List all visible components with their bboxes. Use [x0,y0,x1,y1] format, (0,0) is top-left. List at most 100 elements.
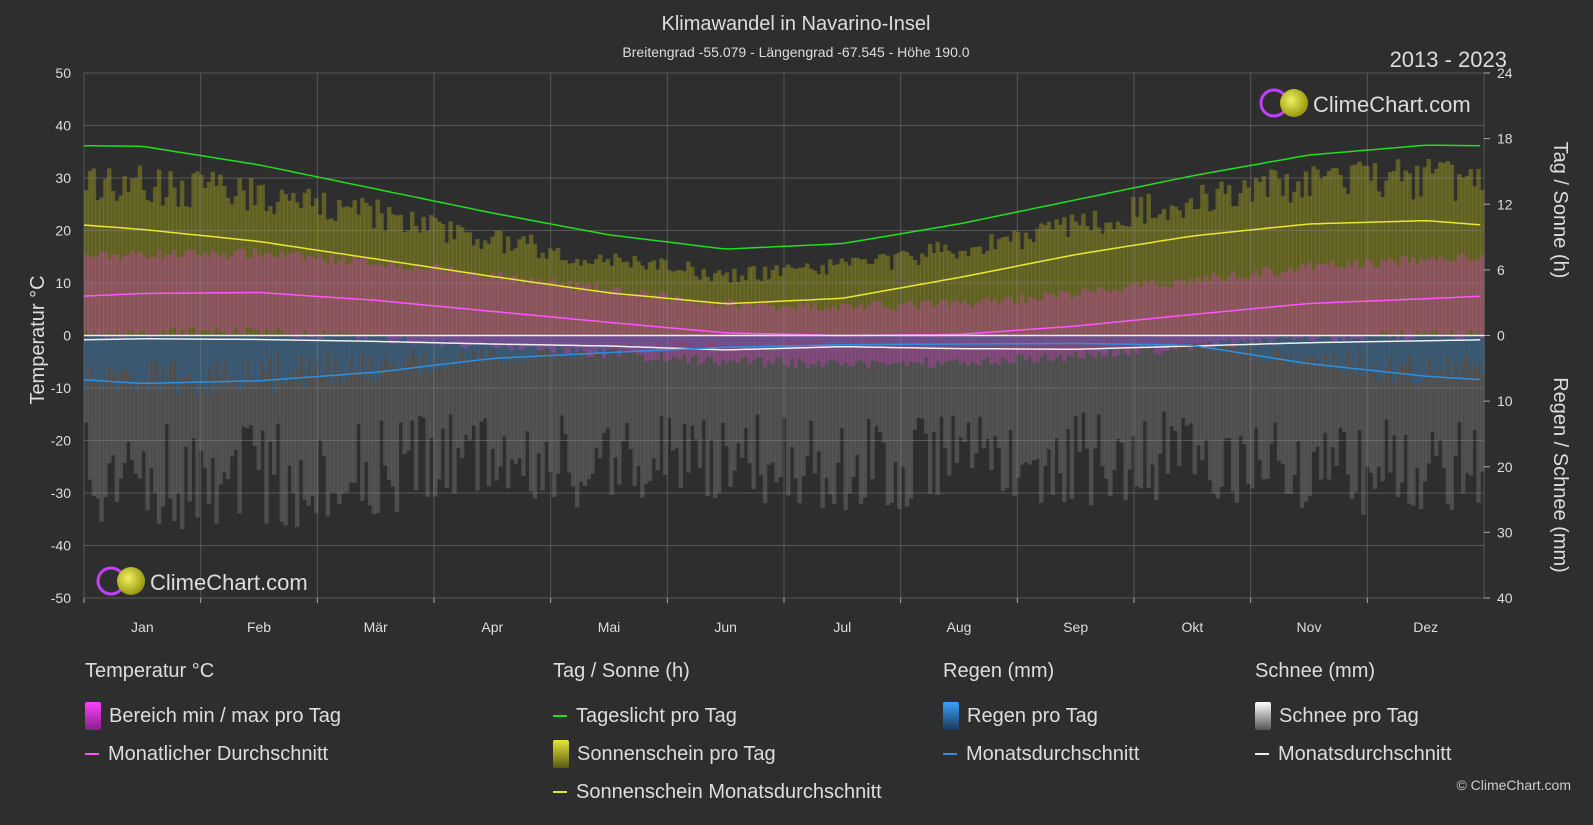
temp-range-day-bar [709,302,714,358]
rain-day-bar [1338,335,1343,372]
month-label: Mär [364,619,388,635]
sunshine-day-bar [1154,217,1159,336]
sunshine-day-bar [548,248,553,336]
rain-day-bar [544,335,549,349]
rain-day-bar [1142,335,1148,343]
temp-range-day-bar [1319,264,1324,337]
rain-day-bar [766,335,772,346]
right-tick-label-hours: 6 [1497,262,1505,278]
sunshine-day-bar [847,265,852,336]
sunshine-day-bar [218,174,223,336]
rain-day-bar [517,335,522,357]
temp-range-day-bar [812,302,818,365]
rain-day-bar [943,335,948,344]
sunshine-day-bar [153,186,158,336]
snow-day-bar [1273,335,1278,423]
temp-range-day-bar [1242,279,1247,342]
rain-day-bar [563,335,568,348]
rain-day-bar [1146,335,1151,347]
sunshine-day-bar [820,265,825,336]
sunshine-day-bar [973,247,979,336]
temp-range-day-bar [954,300,960,360]
sunshine-day-bar [1330,168,1336,336]
sunshine-day-bar [682,271,687,336]
snow-day-bar [1115,335,1121,440]
snow-day-bar [1437,335,1443,441]
legend-sunshine-day: Sonnenschein pro Tag [577,742,776,765]
legend-rain-day: Regen pro Tag [967,704,1098,727]
temp-range-day-bar [1253,270,1259,340]
temp-range-day-bar [1368,261,1374,335]
rain-day-bar [548,335,553,353]
snow-day-bar [1008,335,1013,431]
sunshine-day-bar [1219,181,1224,336]
sunshine-day-bar [325,219,331,336]
sunshine-day-bar [874,258,879,336]
snow-day-bar [314,335,319,513]
sunshine-day-bar [168,171,173,336]
temp-range-day-bar [1157,286,1163,354]
sunshine-day-bar [647,262,653,336]
sunshine-day-bar [774,265,779,336]
sunshine-day-bar [1434,168,1439,336]
temp-range-day-bar [908,300,914,362]
sunshine-day-bar [1242,180,1247,336]
rain-day-bar [1422,335,1428,376]
temp-range-day-bar [559,282,565,348]
snow-day-bar [1253,335,1259,428]
sunshine-day-bar [283,194,288,336]
snow-day-bar [904,335,910,507]
rain-day-bar [670,335,676,343]
sunshine-day-bar [624,261,630,336]
temp-range-day-bar [513,275,519,343]
sunshine-day-bar [1338,174,1343,336]
sunshine-day-bar [620,262,626,336]
temp-range-day-bar [1180,280,1186,348]
sunshine-day-bar [636,261,641,336]
sunshine-day-bar [1200,184,1205,336]
sunshine-day-bar [245,210,250,336]
sunshine-day-bar [555,247,561,336]
rain-day-bar [268,335,273,357]
logo-sun-icon-bottom [117,567,145,595]
sunshine-day-bar [985,250,990,336]
temp-range-day-bar [713,306,718,363]
left-tick-label: 30 [55,170,71,186]
rain-day-bar [1119,335,1125,343]
sunshine-day-bar [651,260,657,336]
rain-day-bar [1234,335,1240,348]
snow-day-bar [1157,335,1163,454]
snow-day-bar [1430,335,1435,433]
sunshine-day-bar [329,218,334,336]
snow-day-bar [1096,335,1102,415]
rain-day-bar [498,335,503,360]
sunshine-day-bar [686,261,691,336]
snow-day-bar [145,335,150,511]
rain-day-bar [145,335,150,393]
rain-day-bar [989,335,994,346]
snow-day-bar [406,335,411,451]
snow-day-bar [555,335,561,474]
rain-day-bar [728,335,733,346]
rain-day-bar [206,335,212,369]
sunshine-day-bar [1261,176,1266,336]
rain-day-bar [1349,335,1355,364]
snow-day-bar [1414,335,1420,468]
temp-range-day-bar [1334,266,1339,343]
rain-day-bar [835,335,841,346]
rain-day-bar [908,335,914,340]
temp-range-day-bar [298,254,304,338]
sunshine-day-bar [337,199,342,336]
temp-range-day-bar [617,288,622,357]
rain-day-bar [858,335,864,345]
rain-day-bar [1464,335,1470,355]
sunshine-day-bar [916,264,921,336]
temp-range-day-bar [609,289,614,350]
rain-day-bar [1345,335,1351,351]
right-tick-label-hours: 24 [1497,65,1513,81]
rain-day-bar [130,335,135,378]
sunshine-day-bar [808,268,814,336]
snow-day-bar [578,335,584,482]
sunshine-day-bar [1319,178,1324,336]
snow-day-bar [402,335,407,455]
